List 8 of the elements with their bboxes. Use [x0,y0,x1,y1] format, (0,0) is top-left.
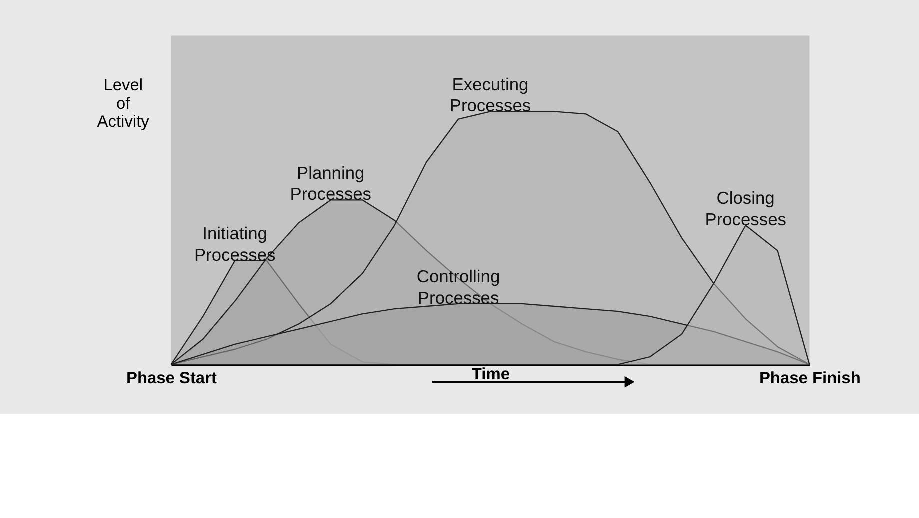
x-tick-label: Phase Start [126,370,218,388]
x-axis-title: Time [472,366,510,384]
series-label: Planning Processes [290,162,372,204]
y-axis-title: Level of Activity [97,76,150,132]
series-label: Closing Processes [705,188,787,230]
series-label: Controlling Processes [416,266,500,308]
x-tick-label: Phase Finish [759,370,861,388]
series-label: Executing Processes [450,74,532,116]
